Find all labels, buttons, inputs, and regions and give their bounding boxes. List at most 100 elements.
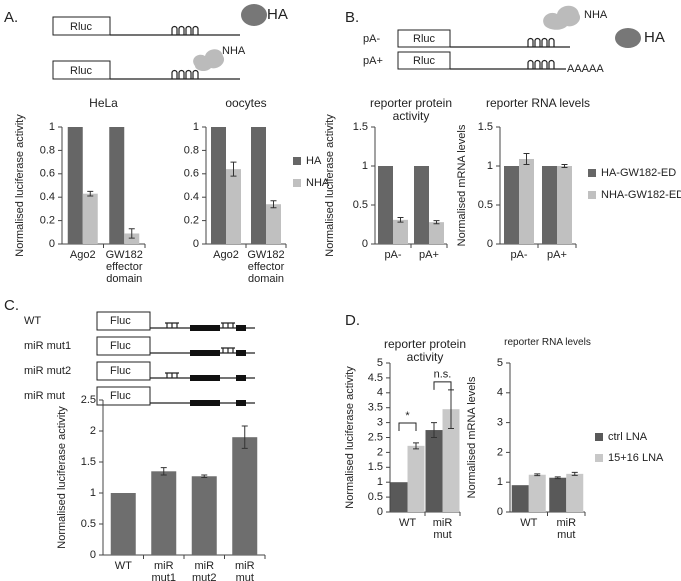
annotation: * [405, 410, 410, 422]
construct-label: Fluc [110, 340, 131, 352]
error-bar [534, 473, 541, 477]
reporter-label: miR mut [24, 390, 65, 402]
y-tick-label: 5 [497, 357, 503, 369]
bar [557, 166, 572, 244]
chart-title: reporter RNA levels [485, 96, 591, 110]
y-tick-label: 1 [362, 160, 368, 172]
x-tick-label: Ago2 [69, 249, 96, 261]
x-tick-label: miR mut2 [192, 560, 217, 581]
bar [442, 409, 460, 512]
reporter-label: WT [24, 315, 41, 327]
y-tick-label: 2.5 [81, 394, 96, 406]
bar [232, 437, 258, 555]
bar [266, 204, 281, 244]
y-tick-label: 0.8 [40, 144, 55, 156]
error-bar [230, 161, 237, 177]
y-tick-label: 2.5 [368, 431, 383, 443]
chart-title: oocytes [225, 96, 267, 110]
y-tick-label: 1 [49, 121, 55, 133]
bar [528, 474, 546, 512]
construct-label: Fluc [110, 365, 131, 377]
y-tick-label: 2 [377, 446, 383, 458]
bar [414, 166, 429, 244]
y-axis-label: Normalised luciferase activity [14, 114, 26, 257]
legend-label: NHA [306, 177, 330, 189]
construct [397, 5, 641, 70]
reporter-label: pA+ [363, 55, 383, 67]
x-tick-label: WT [398, 517, 417, 529]
panel-label: D. [345, 312, 360, 329]
x-tick-label: pA- [384, 249, 402, 261]
x-tick-label: miR mut [432, 517, 453, 541]
bar [151, 471, 177, 555]
error-bar [431, 422, 437, 438]
x-tick-label: WT [520, 517, 538, 529]
legend-label: HA-GW182-ED [601, 167, 676, 179]
y-tick-label: 1 [497, 476, 503, 488]
y-tick-label: 3.5 [368, 402, 383, 414]
error-bar [523, 153, 530, 165]
y-tick-label: 0.5 [353, 199, 368, 211]
chart-title: reporter RNA levels [504, 337, 591, 348]
error-bar [561, 163, 568, 169]
legend-label: ctrl LNA [608, 431, 648, 443]
construct [96, 336, 255, 356]
y-tick-label: 3 [497, 417, 503, 429]
legend-label: 15+16 LNA [608, 452, 664, 464]
legend-swatch [595, 433, 603, 441]
bar [504, 166, 519, 244]
y-tick-label: 2 [497, 446, 503, 458]
y-tick-label: 0 [497, 506, 503, 518]
y-tick-label: 1 [90, 487, 96, 499]
y-axis-label: Normalised luciferase activity [56, 406, 68, 549]
reporter-label: miR mut1 [24, 340, 71, 352]
y-tick-label: 0 [49, 238, 55, 250]
bar [82, 193, 98, 244]
y-tick-label: 1 [193, 121, 199, 133]
bar [109, 127, 125, 244]
x-tick-label: pA+ [419, 249, 439, 261]
bar [191, 476, 217, 555]
bar [124, 233, 140, 244]
construct [52, 49, 240, 80]
bar [110, 493, 136, 555]
y-tick-label: 4 [497, 387, 503, 399]
error-bar [554, 476, 561, 480]
y-tick-label: 0.6 [40, 168, 55, 180]
y-tick-label: 3 [377, 417, 383, 429]
legend-label: HA [306, 155, 322, 167]
bar [378, 166, 393, 244]
chart-title: reporter protein activity [383, 337, 467, 364]
y-tick-label: 0 [377, 506, 383, 518]
error-bar [241, 425, 248, 449]
x-tick-label: pA+ [547, 249, 567, 261]
construct-label: Fluc [110, 315, 131, 327]
error-bar [397, 216, 404, 223]
y-tick-label: 1.5 [81, 456, 96, 468]
construct-label: Fluc [110, 390, 131, 402]
y-axis-label: Normalised luciferase activity [344, 366, 356, 509]
y-axis-label: Normalised luciferase activity [324, 114, 336, 257]
x-tick-label: WT [114, 560, 132, 572]
reporter-label: miR mut2 [24, 365, 71, 377]
error-bar [128, 228, 135, 239]
y-tick-label: 2 [90, 425, 96, 437]
error-bar [571, 471, 578, 476]
y-tick-label: 1 [377, 476, 383, 488]
y-tick-label: 0.8 [184, 144, 199, 156]
legend-swatch [293, 179, 301, 187]
y-tick-label: 0 [90, 549, 96, 561]
y-axis-label: Normalised mRNA levels [456, 124, 468, 246]
x-tick-label: GW182 effector domain [105, 249, 143, 285]
y-axis-label: Normalised mRNA levels [466, 376, 478, 498]
bar [519, 158, 534, 244]
chart-title: HeLa [89, 96, 118, 110]
y-tick-label: 0.5 [81, 518, 96, 530]
bar [211, 127, 226, 244]
significance-bracket [398, 422, 417, 431]
y-tick-label: 4 [377, 387, 383, 399]
y-tick-label: 5 [377, 357, 383, 369]
y-tick-label: 0 [193, 238, 199, 250]
construct [96, 386, 255, 406]
bar [566, 473, 584, 512]
